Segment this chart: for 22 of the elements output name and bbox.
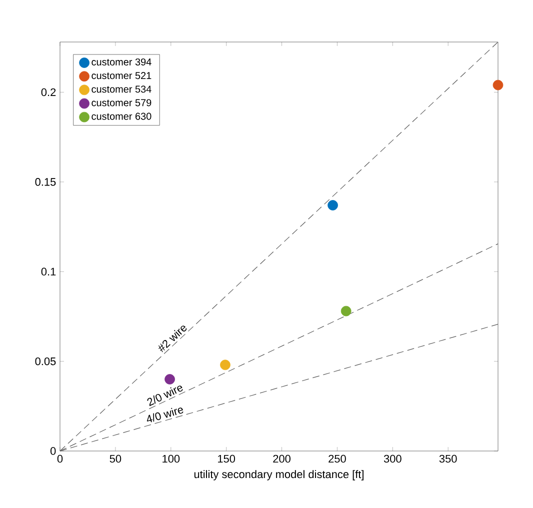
x-tick-label: 300 xyxy=(384,454,402,463)
y-tick-label: 0.15 xyxy=(35,178,56,186)
y-tick-label: 0 xyxy=(50,447,56,455)
annotation: #2 wire xyxy=(158,326,187,352)
x-tick-label: 250 xyxy=(328,454,346,463)
legend-label: customer 630 xyxy=(92,112,152,120)
x-axis-title: utility secondary model distance [ft] xyxy=(194,470,364,480)
legend-label: customer 534 xyxy=(92,86,152,93)
annotation: 2/0 wire xyxy=(147,386,183,406)
x-tick-label: 200 xyxy=(273,454,290,463)
y-tick-label: 0.2 xyxy=(41,88,56,96)
legend-label: customer 521 xyxy=(92,72,152,80)
x-tick-label: 0 xyxy=(57,454,63,463)
x-tick-label: 150 xyxy=(218,454,236,463)
x-tick-label: 50 xyxy=(110,454,122,463)
x-tick-label: 100 xyxy=(162,454,180,463)
y-tick-label: 0.1 xyxy=(41,268,56,276)
y-tick-label: 0.05 xyxy=(35,357,56,366)
legend-label: customer 394 xyxy=(92,58,152,66)
x-tick-label: 350 xyxy=(439,454,457,463)
legend-label: customer 579 xyxy=(92,99,152,106)
annotation: 4/0 wire xyxy=(146,408,184,422)
